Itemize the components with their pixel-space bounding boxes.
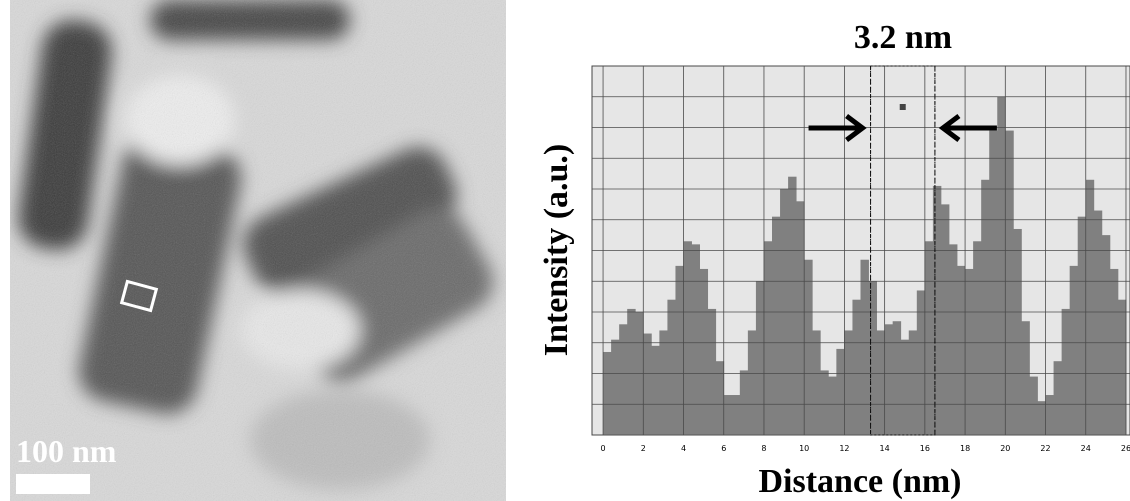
bar [748, 330, 756, 435]
x-tick-label: 18 [960, 444, 970, 453]
bar [973, 241, 981, 435]
chart: 3.2 nm Distance (nm) Intensity (a.u.) 0 2… [538, 19, 1130, 500]
bar [1094, 211, 1102, 435]
x-tick-label: 0 [601, 444, 606, 453]
bar [716, 361, 724, 435]
bar [989, 131, 997, 435]
x-tick-label: 10 [799, 444, 809, 453]
bar [764, 241, 772, 435]
bar [1102, 235, 1110, 435]
bar [732, 395, 740, 435]
bar [933, 186, 941, 435]
annotation: 3.2 nm [854, 19, 952, 56]
bar [692, 244, 700, 435]
bar [1118, 300, 1126, 435]
bar [852, 300, 860, 435]
bar [619, 324, 627, 435]
bar [708, 309, 716, 435]
bar [611, 340, 619, 435]
bar [1046, 395, 1054, 435]
bar [796, 201, 804, 435]
bar [1062, 309, 1070, 435]
x-tick-label: 6 [721, 444, 726, 453]
bar [675, 266, 683, 435]
x-tick-label: 22 [1040, 444, 1050, 453]
x-tick-label: 20 [1000, 444, 1010, 453]
bar [724, 395, 732, 435]
x-tick-label: 24 [1081, 444, 1091, 453]
bar [909, 330, 917, 435]
bar [965, 269, 973, 435]
bar [756, 281, 764, 435]
bar [981, 180, 989, 435]
bar [740, 370, 748, 435]
bar [1054, 361, 1062, 435]
bar [869, 281, 877, 435]
bar [812, 330, 820, 435]
bar [860, 260, 868, 435]
bar [1070, 266, 1078, 435]
bar [651, 346, 659, 435]
bar [772, 217, 780, 435]
bar [1005, 131, 1013, 435]
bar [893, 321, 901, 435]
bar [627, 309, 635, 435]
bar [1021, 321, 1029, 435]
bar [885, 324, 893, 435]
scale-bar [16, 474, 90, 494]
bar [828, 377, 836, 435]
bar [925, 241, 933, 435]
bar [1086, 180, 1094, 435]
bar [684, 241, 692, 435]
bar [1110, 269, 1118, 435]
x-axis-label: Distance (nm) [758, 463, 961, 500]
bar [836, 349, 844, 435]
figure: 100 nm 3.2 nm Distance (nm) Intensity (a… [0, 0, 1130, 501]
bar [603, 352, 611, 435]
bar [643, 334, 651, 435]
bar [667, 300, 675, 435]
bar [700, 269, 708, 435]
x-tick-label: 12 [839, 444, 849, 453]
bar [1037, 401, 1045, 435]
x-tick-label: 4 [681, 444, 686, 453]
bar [820, 370, 828, 435]
x-tick-label: 2 [641, 444, 646, 453]
bar [997, 97, 1005, 435]
bar [659, 330, 667, 435]
bar [788, 177, 796, 435]
x-tick-label: 26 [1121, 444, 1130, 453]
x-tick-label: 16 [920, 444, 930, 453]
bar [1078, 217, 1086, 435]
bar [1029, 377, 1037, 435]
y-axis-label: Intensity (a.u.) [538, 144, 575, 357]
x-tick-label: 14 [880, 444, 890, 453]
bar [941, 204, 949, 435]
marker [900, 104, 906, 110]
x-tick-label: 8 [761, 444, 766, 453]
bar [901, 340, 909, 435]
bar [877, 330, 885, 435]
bar [844, 330, 852, 435]
bar [949, 244, 957, 435]
scale-bar-label: 100 nm [16, 433, 117, 469]
bar [957, 266, 965, 435]
bar [804, 260, 812, 435]
tem-image: 100 nm [10, 0, 506, 501]
